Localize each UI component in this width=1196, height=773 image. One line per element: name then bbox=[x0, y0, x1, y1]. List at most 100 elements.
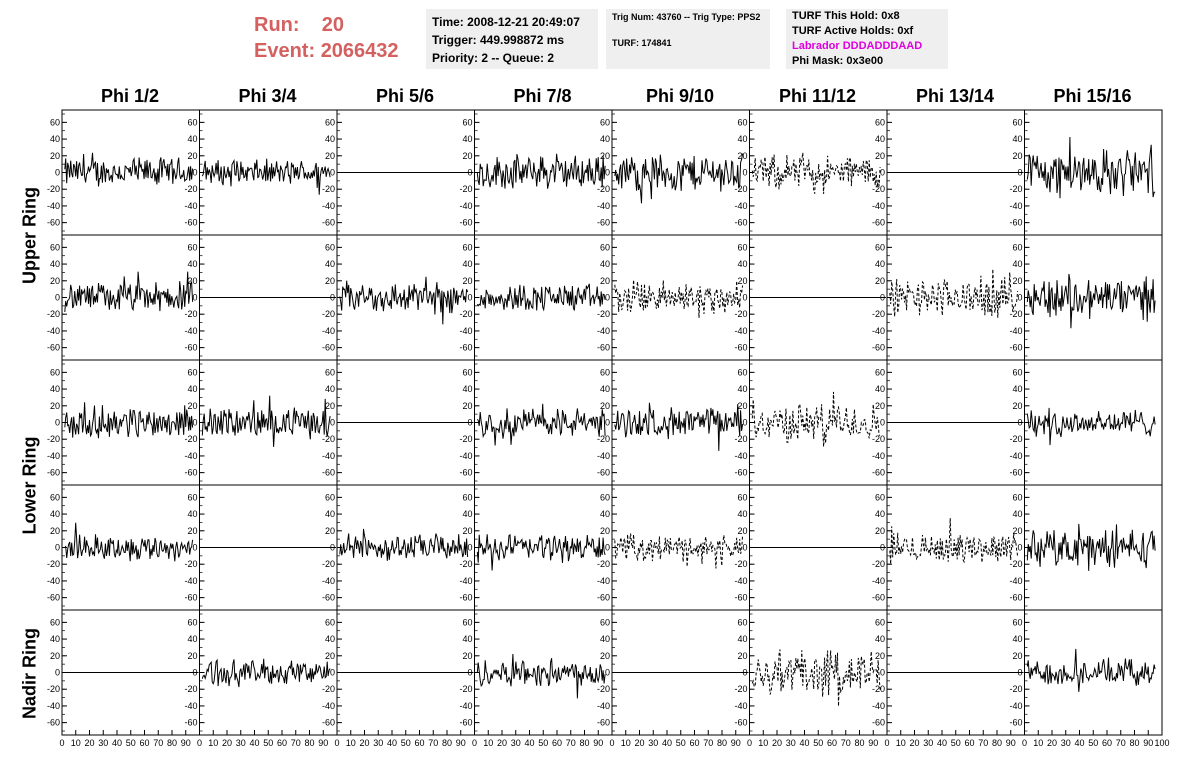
x-tick-label: 80 bbox=[304, 738, 314, 748]
turf-info-box: TURF This Hold: 0x8 TURF Active Holds: 0… bbox=[786, 9, 948, 69]
y-tick-label: 40 bbox=[462, 384, 472, 394]
y-tick-label: 40 bbox=[187, 509, 197, 519]
y-tick-label: -40 bbox=[184, 576, 197, 586]
y-tick-label: 60 bbox=[187, 242, 197, 252]
y-tick-label: 40 bbox=[50, 384, 60, 394]
y-tick-label: 20 bbox=[462, 151, 472, 161]
x-tick-label: 20 bbox=[772, 738, 782, 748]
x-tick-label: 20 bbox=[359, 738, 369, 748]
y-tick-label: -60 bbox=[459, 343, 472, 353]
waveform-trace bbox=[614, 533, 744, 569]
y-tick-label: 0 bbox=[55, 168, 60, 178]
y-tick-label: 20 bbox=[737, 526, 747, 536]
labrador-text: Labrador DDDADDDAAD bbox=[792, 40, 923, 52]
x-tick-label: 50 bbox=[813, 738, 823, 748]
column-header-5: Phi 9/10 bbox=[645, 86, 715, 106]
x-tick-label: 80 bbox=[717, 738, 727, 748]
y-tick-label: 60 bbox=[600, 617, 610, 627]
y-tick-label: 40 bbox=[50, 134, 60, 144]
y-tick-label: -40 bbox=[322, 451, 335, 461]
y-tick-label: 0 bbox=[1017, 543, 1022, 553]
y-tick-label: 60 bbox=[875, 617, 885, 627]
waveform-trace bbox=[1026, 136, 1156, 199]
y-tick-label: 60 bbox=[600, 492, 610, 502]
y-tick-label: 40 bbox=[1012, 259, 1022, 269]
y-tick-label: 40 bbox=[737, 259, 747, 269]
y-tick-label: 20 bbox=[50, 276, 60, 286]
y-tick-label: -60 bbox=[47, 593, 60, 603]
panel-r1-c1: -60 -40 -20 0 20 40 60 bbox=[47, 109, 200, 236]
y-tick-label: 60 bbox=[325, 117, 335, 127]
waveform-trace bbox=[751, 391, 881, 447]
x-tick-label: 20 bbox=[909, 738, 919, 748]
y-tick-label: 40 bbox=[462, 634, 472, 644]
y-tick-label: -20 bbox=[1009, 184, 1022, 194]
x-tick-label: 70 bbox=[291, 738, 301, 748]
y-tick-label: -20 bbox=[184, 309, 197, 319]
y-tick-label: 60 bbox=[187, 492, 197, 502]
y-tick-label: -20 bbox=[1009, 559, 1022, 569]
waveform-trace bbox=[614, 153, 744, 204]
y-tick-label: 20 bbox=[187, 151, 197, 161]
x-tick-label: 50 bbox=[263, 738, 273, 748]
x-tick-label: 70 bbox=[428, 738, 438, 748]
y-tick-label: -20 bbox=[872, 309, 885, 319]
x-tick-label: 10 bbox=[1033, 738, 1043, 748]
y-tick-label: -60 bbox=[872, 718, 885, 728]
y-tick-label: -40 bbox=[322, 326, 335, 336]
column-header-1: Phi 1/2 bbox=[100, 86, 160, 106]
x-tick-label: 40 bbox=[799, 738, 809, 748]
y-tick-label: -40 bbox=[597, 201, 610, 211]
y-tick-label: -60 bbox=[184, 468, 197, 478]
y-tick-label: -40 bbox=[47, 576, 60, 586]
y-tick-label: -60 bbox=[47, 718, 60, 728]
y-tick-label: 0 bbox=[605, 168, 610, 178]
panel-r1-c2: -60 -40 -20 0 20 40 60 bbox=[184, 109, 338, 236]
y-tick-label: 40 bbox=[187, 634, 197, 644]
y-tick-label: -40 bbox=[597, 451, 610, 461]
run-event-block: Run: 20 Event: 2066432 bbox=[254, 12, 399, 64]
turf-text: TURF: 174841 bbox=[612, 38, 672, 48]
trigger-text: Trigger: 449.998872 ms bbox=[432, 33, 565, 47]
y-tick-label: 0 bbox=[1017, 668, 1022, 678]
y-tick-label: 0 bbox=[880, 668, 885, 678]
y-tick-label: -60 bbox=[47, 468, 60, 478]
y-tick-label: -60 bbox=[1009, 718, 1022, 728]
trig-info-box: Trig Num: 43760 -- Trig Type: PPS2 TURF:… bbox=[606, 9, 770, 69]
waveform-trace bbox=[751, 152, 881, 194]
y-tick-label: 60 bbox=[1012, 492, 1022, 502]
y-tick-label: 0 bbox=[55, 418, 60, 428]
y-tick-label: 60 bbox=[875, 242, 885, 252]
x-tick-label: 50 bbox=[401, 738, 411, 748]
panel-r2-c6: -60 -40 -20 0 20 40 60 bbox=[734, 234, 888, 361]
y-tick-label: 40 bbox=[737, 634, 747, 644]
y-tick-label: -40 bbox=[597, 701, 610, 711]
y-tick-label: 60 bbox=[737, 117, 747, 127]
y-tick-label: 0 bbox=[467, 543, 472, 553]
y-tick-label: 60 bbox=[462, 117, 472, 127]
x-tick-label: 20 bbox=[222, 738, 232, 748]
y-tick-label: 40 bbox=[600, 384, 610, 394]
x-tick-label: 10 bbox=[208, 738, 218, 748]
y-tick-label: 0 bbox=[55, 293, 60, 303]
x-tick-label: 90 bbox=[731, 738, 741, 748]
y-tick-label: -60 bbox=[872, 218, 885, 228]
y-tick-label: -40 bbox=[459, 451, 472, 461]
y-tick-label: 20 bbox=[325, 526, 335, 536]
x-tick-label: 40 bbox=[249, 738, 259, 748]
x-tick-label: 80 bbox=[854, 738, 864, 748]
x-tick-label: 30 bbox=[236, 738, 246, 748]
y-tick-label: -40 bbox=[872, 451, 885, 461]
y-tick-label: 0 bbox=[742, 668, 747, 678]
y-tick-label: -60 bbox=[47, 343, 60, 353]
y-tick-label: -60 bbox=[184, 718, 197, 728]
y-tick-label: -60 bbox=[597, 343, 610, 353]
y-tick-label: 0 bbox=[1017, 293, 1022, 303]
y-tick-label: -20 bbox=[734, 309, 747, 319]
waveform-trace bbox=[476, 653, 606, 699]
panel-r3-c4: -60 -40 -20 0 20 40 60 bbox=[459, 359, 613, 486]
y-tick-label: -20 bbox=[872, 684, 885, 694]
y-tick-label: 0 bbox=[192, 543, 197, 553]
x-tick-label: 30 bbox=[648, 738, 658, 748]
